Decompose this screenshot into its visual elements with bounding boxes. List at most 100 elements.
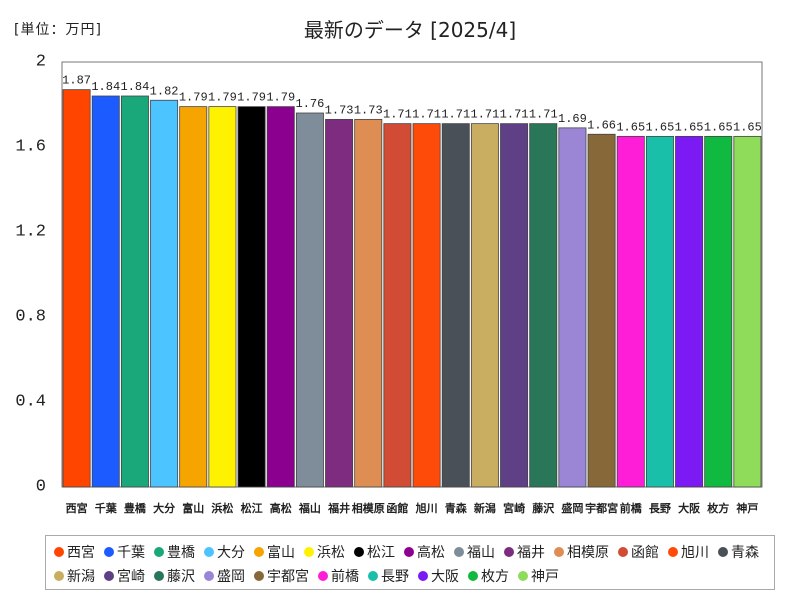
legend-label: 函館	[631, 545, 659, 561]
legend-item: 福井	[504, 542, 545, 562]
y-tick-label: 0	[36, 478, 46, 497]
legend-marker	[404, 547, 414, 557]
legend-item: 青森	[718, 542, 759, 562]
legend-label: 大阪	[431, 569, 459, 585]
legend-marker	[454, 547, 464, 557]
bar-19	[587, 133, 616, 488]
x-tick-label: 前橋	[620, 501, 643, 515]
y-tick-label: 2	[36, 53, 46, 72]
x-tick-label: 大阪	[678, 501, 701, 515]
legend-item: 相模原	[554, 542, 609, 562]
data-label: 1.76	[296, 97, 325, 111]
data-label: 1.82	[150, 84, 179, 98]
legend-item: 旭川	[668, 542, 709, 562]
bar-9	[295, 112, 324, 488]
bar-22	[675, 135, 704, 488]
legend-marker	[554, 547, 564, 557]
x-tick-label: 宮崎	[503, 501, 525, 515]
legend-label: 青森	[731, 545, 759, 561]
y-tick-label: 1.6	[15, 138, 46, 157]
data-label: 1.71	[500, 108, 529, 122]
legend-label: 福井	[517, 545, 545, 561]
legend-label: 西宮	[67, 545, 95, 561]
data-label: 1.84	[91, 80, 120, 94]
legend-item: 新潟	[54, 566, 95, 586]
legend-marker	[618, 547, 628, 557]
x-tick-label: 相模原	[352, 501, 385, 515]
legend-marker	[204, 571, 214, 581]
bar-12	[383, 123, 412, 488]
x-tick-label: 福山	[298, 501, 321, 515]
legend-marker	[154, 571, 164, 581]
x-tick-label: 長野	[649, 502, 671, 515]
legend-item: 松江	[354, 542, 395, 562]
legend-label: 大分	[217, 545, 245, 561]
legend-label: 盛岡	[217, 569, 245, 585]
legend-label: 宮崎	[117, 569, 145, 585]
bar-17	[529, 123, 558, 488]
bar-5	[179, 106, 208, 488]
x-tick-label: 西宮	[66, 501, 88, 515]
legend-row: 新潟 宮崎 藤沢 盛岡 宇都宮 前橋 長野 大阪 枚方 神戸	[54, 564, 774, 588]
legend-label: 新潟	[67, 569, 95, 585]
data-label: 1.65	[733, 120, 762, 134]
bar-23	[704, 135, 733, 488]
bar-13	[412, 123, 441, 488]
legend-item: 前橋	[318, 566, 359, 586]
x-tick-label: 松江	[241, 501, 263, 515]
legend-label: 宇都宮	[267, 569, 309, 585]
bar-24	[733, 135, 762, 488]
y-tick-label: 1.2	[15, 223, 46, 242]
legend-marker	[354, 547, 364, 557]
legend-item: 枚方	[468, 566, 509, 586]
legend-marker	[368, 571, 378, 581]
legend-label: 高松	[417, 545, 445, 561]
legend-item: 西宮	[54, 542, 95, 562]
data-label: 1.69	[558, 112, 587, 126]
x-tick-label: 新潟	[474, 501, 496, 515]
data-label: 1.79	[179, 91, 208, 105]
data-label: 1.65	[675, 120, 704, 134]
chart-title: 最新のデータ [2025/4]	[303, 18, 517, 42]
bar-3	[120, 95, 149, 488]
legend-label: 前橋	[331, 569, 359, 585]
bar-7	[237, 106, 266, 488]
bar-11	[354, 118, 383, 488]
y-tick-label: 0.8	[15, 308, 46, 327]
legend-marker	[418, 571, 428, 581]
legend-label: 藤沢	[167, 569, 195, 585]
bar-21	[645, 135, 674, 488]
legend-item: 大阪	[418, 566, 459, 586]
x-tick-label: 旭川	[415, 501, 438, 515]
legend-item: 長野	[368, 566, 409, 586]
legend-label: 相模原	[567, 545, 609, 561]
x-tick-label: 富山	[182, 501, 204, 515]
bar-15	[470, 123, 499, 488]
data-label: 1.71	[471, 108, 500, 122]
bar-18	[558, 127, 587, 488]
legend-label: 旭川	[681, 545, 709, 561]
legend-marker	[154, 547, 164, 557]
legend-item: 浜松	[304, 542, 345, 562]
bar-10	[325, 118, 354, 488]
legend-label: 千葉	[117, 545, 145, 561]
x-tick-label: 宇都宮	[585, 501, 618, 515]
data-label: 1.71	[529, 108, 558, 122]
data-label: 1.65	[646, 120, 675, 134]
x-tick-label: 青森	[445, 501, 468, 515]
legend-label: 長野	[381, 569, 409, 585]
data-label: 1.71	[441, 108, 470, 122]
data-label: 1.73	[354, 103, 383, 117]
x-tick-label: 藤沢	[532, 501, 555, 515]
legend-item: 豊橋	[154, 542, 195, 562]
data-label: 1.79	[266, 91, 295, 105]
legend-label: 富山	[267, 545, 295, 561]
x-tick-label: 枚方	[707, 501, 729, 515]
legend-label: 豊橋	[167, 545, 195, 561]
data-label: 1.79	[237, 91, 266, 105]
bar-4	[150, 99, 179, 488]
data-label: 1.71	[412, 108, 441, 122]
bar-20	[616, 135, 645, 488]
bar-6	[208, 106, 237, 488]
bar-14	[441, 123, 470, 488]
